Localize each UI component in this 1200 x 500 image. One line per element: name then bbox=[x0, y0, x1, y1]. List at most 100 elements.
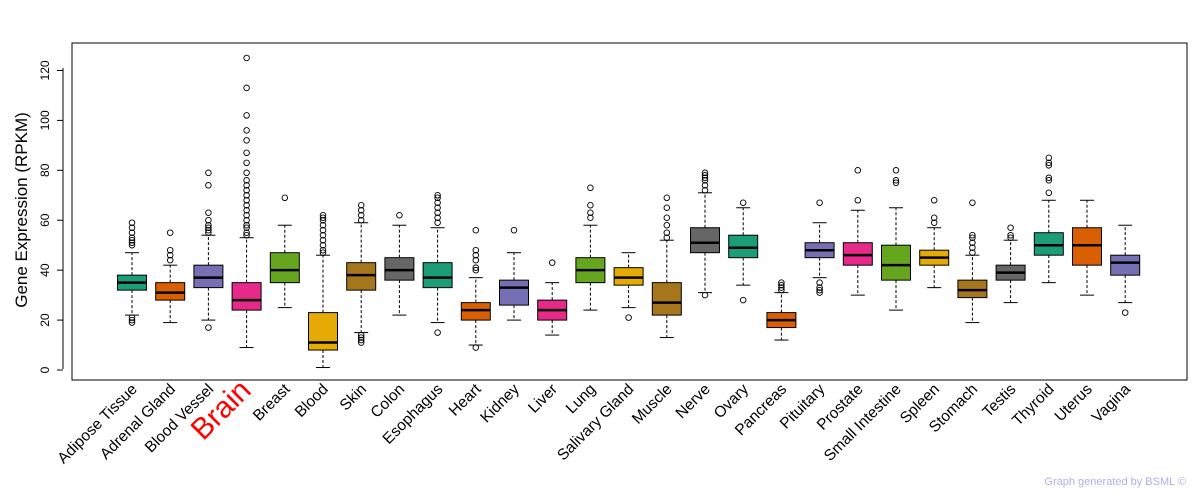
outlier-point bbox=[892, 177, 900, 184]
outlier-point bbox=[243, 211, 250, 219]
outlier-point bbox=[166, 251, 174, 259]
box bbox=[422, 262, 453, 289]
outlier-point bbox=[243, 149, 250, 157]
outlier-point bbox=[357, 331, 365, 339]
outlier-point bbox=[205, 209, 212, 216]
outlier-point bbox=[663, 221, 671, 229]
outlier-point bbox=[357, 216, 365, 224]
outlier-point bbox=[778, 284, 785, 291]
outlier-point bbox=[663, 194, 671, 202]
outlier-point bbox=[854, 197, 862, 204]
outlier-point bbox=[739, 199, 747, 207]
outlier-point bbox=[243, 159, 250, 167]
outlier-point bbox=[205, 324, 212, 331]
x-tick-label: Vagina bbox=[1089, 381, 1135, 427]
outlier-point bbox=[205, 182, 212, 189]
box-group-colon bbox=[384, 211, 415, 316]
outlier-point bbox=[128, 224, 136, 231]
outlier-point bbox=[1007, 231, 1014, 239]
outlier-point bbox=[434, 194, 441, 202]
outlier-point bbox=[434, 199, 441, 207]
outlier-point bbox=[472, 344, 480, 351]
outlier-point bbox=[243, 112, 250, 119]
outlier-point bbox=[128, 241, 136, 249]
outlier-point bbox=[281, 194, 289, 202]
outlier-point bbox=[701, 187, 709, 194]
box-group-breast bbox=[269, 194, 300, 309]
outlier-point bbox=[969, 249, 976, 256]
outlier-point bbox=[434, 214, 441, 221]
box-group-adrenal-gland bbox=[155, 229, 186, 324]
outlier-point bbox=[205, 221, 212, 229]
outlier-point bbox=[319, 241, 327, 249]
outlier-point bbox=[663, 229, 671, 236]
x-tick-label: Muscle bbox=[629, 381, 676, 428]
outlier-point bbox=[396, 211, 403, 219]
outlier-point bbox=[205, 224, 212, 231]
outlier-point bbox=[701, 291, 709, 299]
outlier-point bbox=[243, 192, 250, 199]
box-group-lung bbox=[575, 184, 606, 311]
box bbox=[881, 244, 911, 281]
outlier-point bbox=[969, 199, 976, 207]
outlier-point bbox=[243, 221, 250, 229]
outlier-point bbox=[319, 226, 327, 234]
outlier-point bbox=[816, 284, 823, 291]
outlier-point bbox=[243, 187, 250, 194]
outlier-point bbox=[892, 179, 900, 187]
outlier-point bbox=[166, 246, 174, 254]
y-tick-label: 80 bbox=[38, 163, 52, 177]
outlier-point bbox=[778, 281, 785, 289]
box-group-blood bbox=[308, 211, 338, 369]
outlier-point bbox=[166, 229, 174, 236]
box-group-liver bbox=[537, 259, 568, 336]
box-group-brain bbox=[231, 54, 262, 349]
outlier-point bbox=[128, 314, 136, 321]
box-group-kidney bbox=[499, 226, 529, 321]
box-group-thyroid bbox=[1033, 154, 1064, 284]
outlier-point bbox=[1045, 174, 1053, 182]
box-group-pituitary bbox=[804, 199, 835, 296]
box bbox=[308, 312, 338, 351]
outlier-point bbox=[319, 211, 327, 219]
outlier-point bbox=[816, 199, 823, 207]
outlier-point bbox=[357, 339, 365, 346]
outlier-point bbox=[128, 229, 136, 236]
outlier-point bbox=[243, 197, 250, 204]
outlier-point bbox=[1045, 162, 1053, 169]
box-group-skin bbox=[346, 202, 377, 346]
outlier-point bbox=[701, 177, 709, 184]
outlier-point bbox=[243, 229, 250, 236]
x-tick-label: Uterus bbox=[1052, 381, 1096, 425]
box-group-nerve bbox=[690, 169, 720, 299]
outlier-point bbox=[1121, 309, 1129, 316]
box-group-testis bbox=[995, 224, 1026, 304]
outlier-point bbox=[969, 239, 976, 246]
outlier-point bbox=[816, 279, 823, 286]
outlier-point bbox=[587, 209, 594, 216]
outlier-point bbox=[357, 211, 365, 219]
outlier-point bbox=[472, 256, 480, 264]
x-tick-label: Nerve bbox=[673, 381, 714, 422]
y-axis-label: Gene Expression (RPKM) bbox=[12, 112, 31, 308]
box-group-ovary bbox=[728, 199, 759, 304]
outlier-point bbox=[930, 214, 938, 221]
outlier-point bbox=[510, 226, 518, 234]
outlier-point bbox=[1045, 177, 1053, 184]
outlier-point bbox=[205, 226, 212, 234]
outlier-point bbox=[319, 221, 327, 229]
outlier-point bbox=[969, 231, 976, 239]
outlier-point bbox=[1007, 234, 1014, 241]
outlier-point bbox=[930, 197, 938, 204]
outlier-point bbox=[243, 202, 250, 209]
box bbox=[499, 279, 529, 306]
outlier-point bbox=[892, 167, 900, 174]
box bbox=[651, 282, 682, 316]
box-group-pancreas bbox=[766, 279, 797, 341]
outlier-point bbox=[243, 127, 250, 134]
outlier-point bbox=[434, 204, 441, 212]
outlier-point bbox=[128, 234, 136, 241]
outlier-point bbox=[205, 229, 212, 236]
outlier-point bbox=[319, 216, 327, 224]
box-group-uterus bbox=[1072, 199, 1102, 296]
